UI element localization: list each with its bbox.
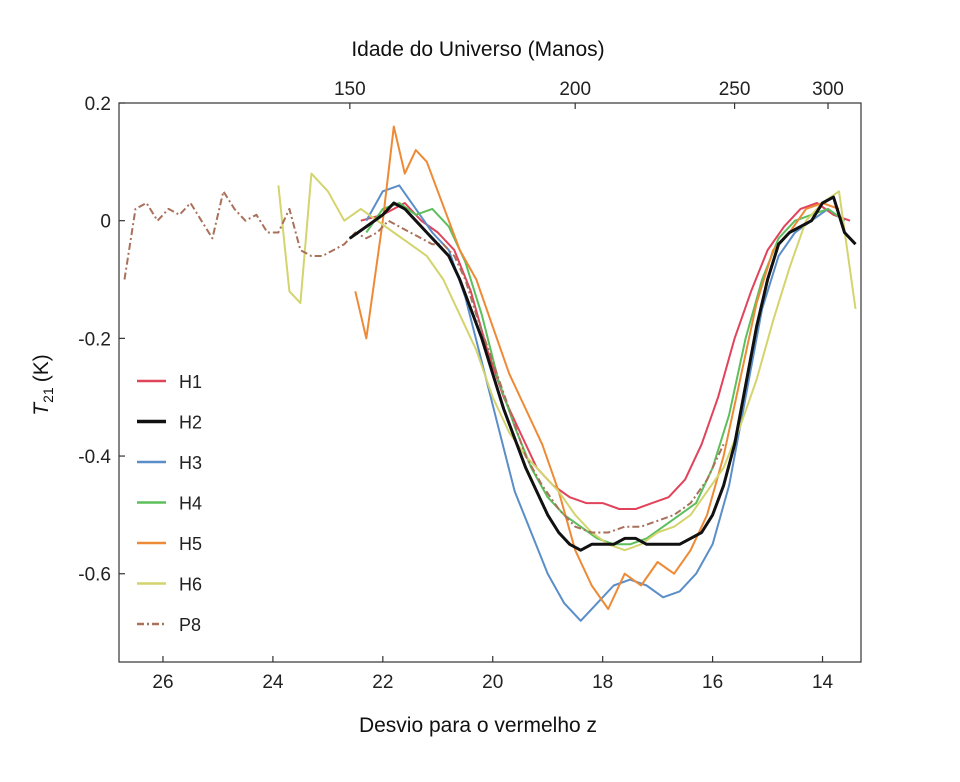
- x-tick-label: 18: [592, 672, 613, 693]
- series-line-p8: [123, 190, 725, 534]
- legend-label-h3: H3: [179, 453, 202, 473]
- x-tick-label: 26: [152, 672, 173, 693]
- plot-frame: [118, 102, 862, 663]
- y-tick-label: 0: [100, 212, 111, 233]
- legend-label-h2: H2: [179, 413, 202, 433]
- legend: H1 H2 H3 H4 H5 H6 P8: [137, 372, 202, 635]
- y-tick-label: -0.6: [78, 565, 111, 586]
- y-tick-label: 0.2: [85, 94, 111, 115]
- top-tick-label: 300: [812, 79, 844, 100]
- x-axis-title: Desvio para o vermelho z: [359, 714, 597, 737]
- series-line-h6: [277, 172, 857, 552]
- legend-label-h5: H5: [179, 534, 202, 554]
- y-tick-label: -0.2: [78, 329, 111, 350]
- y-axis-title-symbol: T: [30, 401, 53, 416]
- legend-label-p8: P8: [179, 615, 201, 635]
- top-tick-label: 250: [719, 79, 751, 100]
- legend-label-h4: H4: [179, 494, 202, 514]
- y-axis-title-unit: (K): [30, 354, 53, 382]
- series-group: [123, 125, 857, 622]
- y-axis-title: T21 (K): [30, 354, 56, 415]
- top-tick-label: 150: [334, 79, 366, 100]
- x-tick-label: 22: [372, 672, 393, 693]
- x-tick-label: 14: [812, 672, 834, 693]
- legend-label-h6: H6: [179, 575, 202, 595]
- y-axis-title-subscript: 21: [40, 387, 56, 403]
- top-axis-title: Idade do Universo (Manos): [351, 38, 604, 61]
- x-tick-label: 24: [262, 672, 284, 693]
- x-tick-label: 16: [702, 672, 723, 693]
- legend-label-h1: H1: [179, 372, 202, 392]
- series-line-h5: [354, 125, 840, 610]
- x-tick-label: 20: [482, 672, 503, 693]
- plot-area: [118, 102, 862, 663]
- axes: 26 24 22 20 18 16 14 0.2 0 -0.2 -0.4 -0.6 150 200 250 3…: [78, 79, 844, 693]
- series-line-h2: [348, 195, 857, 552]
- y-tick-label: -0.4: [78, 447, 111, 468]
- top-tick-label: 200: [559, 79, 591, 100]
- series-line-h1: [360, 202, 851, 510]
